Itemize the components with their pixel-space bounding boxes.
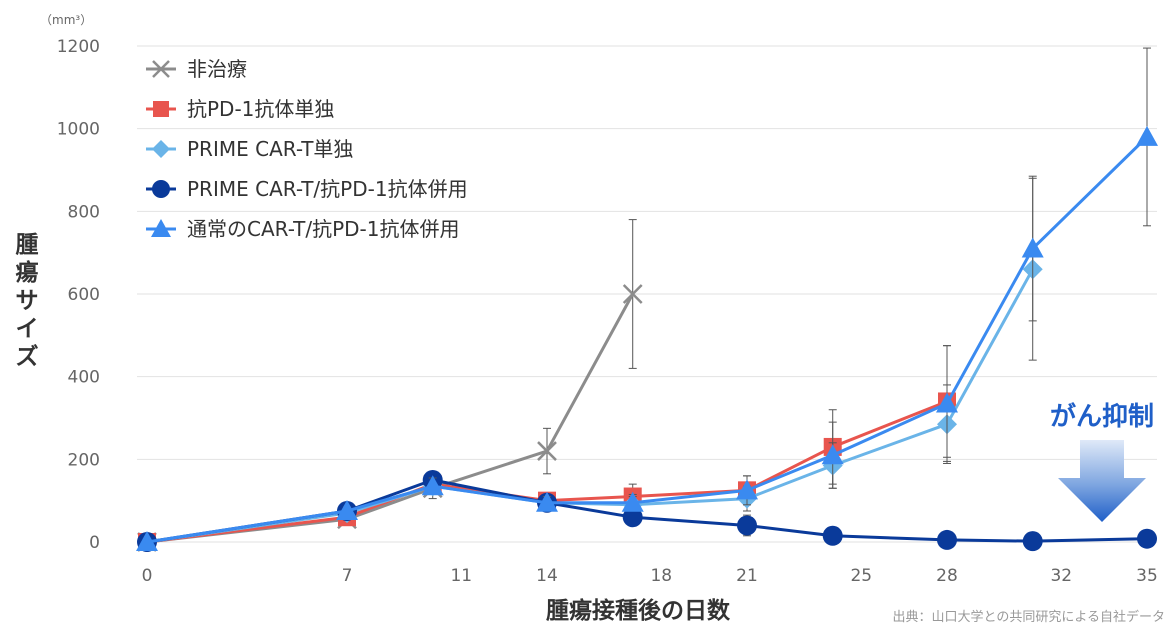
data-point-stroke bbox=[622, 284, 643, 304]
x-tick-label: 18 bbox=[650, 566, 672, 586]
y-axis-label-char: 瘍 bbox=[16, 259, 39, 286]
data-point bbox=[1136, 125, 1158, 146]
y-axis-label-char: 腫 bbox=[16, 232, 39, 258]
series-line bbox=[146, 478, 1148, 544]
y-tick-label: 200 bbox=[68, 450, 100, 470]
legend-label: PRIME CAR-T/抗PD-1抗体併用 bbox=[187, 177, 468, 201]
data-point bbox=[622, 284, 643, 304]
down-arrow-icon bbox=[1058, 440, 1146, 522]
data-point bbox=[152, 140, 170, 158]
y-tick-label: 0 bbox=[89, 533, 100, 553]
series-5 bbox=[136, 47, 1158, 551]
legend-label: PRIME CAR-T単独 bbox=[187, 137, 353, 161]
legend-label: 抗PD-1抗体単独 bbox=[187, 97, 334, 121]
legend-label: 通常のCAR-T/抗PD-1抗体併用 bbox=[187, 217, 459, 241]
x-tick-label: 32 bbox=[1050, 566, 1072, 586]
series-line bbox=[146, 400, 948, 544]
series-line bbox=[146, 268, 1035, 544]
source-note: 出典：山口大学との共同研究による自社データ bbox=[893, 609, 1165, 625]
data-point bbox=[936, 392, 958, 413]
x-tick-label: 35 bbox=[1136, 566, 1158, 586]
data-point bbox=[737, 515, 757, 536]
series-4 bbox=[137, 470, 1157, 552]
grid-lines: 0 200 400 600 800 1000 1200 0 7 11 14 18 21 25 28 32 35 bbox=[57, 37, 1158, 586]
data-point bbox=[537, 441, 557, 461]
data-point bbox=[736, 479, 758, 500]
y-tick-label: 1200 bbox=[57, 37, 100, 57]
data-point bbox=[152, 60, 170, 78]
x-tick-label: 28 bbox=[936, 566, 958, 586]
data-point bbox=[1021, 237, 1044, 258]
y-tick-label: 400 bbox=[68, 368, 100, 388]
suppression-annotation: がん抑制 bbox=[1050, 401, 1154, 522]
legend-label: 非治療 bbox=[187, 57, 247, 81]
data-point bbox=[822, 525, 843, 546]
y-axis-label-char: ズ bbox=[16, 343, 39, 370]
series-layer bbox=[136, 47, 1158, 552]
x-tick-label: 11 bbox=[450, 566, 472, 586]
x-tick-label: 7 bbox=[342, 566, 353, 586]
data-point bbox=[152, 180, 170, 198]
x-tick-label: 0 bbox=[142, 566, 153, 586]
y-axis-unit: （mm³） bbox=[40, 13, 92, 27]
legend-item: PRIME CAR-T/抗PD-1抗体併用 bbox=[146, 177, 468, 201]
data-point bbox=[1022, 531, 1043, 552]
data-point bbox=[622, 507, 643, 528]
x-tick-label: 21 bbox=[736, 566, 758, 586]
data-point bbox=[1137, 528, 1157, 549]
y-axis-label-char: サ bbox=[16, 288, 39, 314]
data-point-stroke bbox=[152, 60, 170, 78]
data-point bbox=[821, 444, 844, 465]
series-line bbox=[146, 135, 1149, 544]
data-point-stroke bbox=[537, 441, 557, 461]
y-tick-label: 1000 bbox=[57, 120, 100, 140]
legend-item: 非治療 bbox=[146, 57, 247, 81]
data-point bbox=[153, 101, 169, 117]
y-tick-label: 800 bbox=[68, 202, 100, 222]
y-tick-label: 600 bbox=[68, 285, 100, 305]
legend-item: 抗PD-1抗体単独 bbox=[146, 97, 334, 121]
x-tick-label: 25 bbox=[850, 566, 872, 586]
suppression-label: がん抑制 bbox=[1050, 401, 1154, 432]
data-point bbox=[536, 491, 558, 512]
y-axis-label-char: イ bbox=[16, 316, 39, 342]
data-point bbox=[421, 475, 444, 496]
data-point bbox=[336, 500, 358, 520]
data-point bbox=[151, 219, 171, 237]
legend-item: 通常のCAR-T/抗PD-1抗体併用 bbox=[146, 217, 459, 241]
data-point bbox=[136, 531, 158, 551]
x-axis-label: 腫瘍接種後の日数 bbox=[546, 597, 731, 624]
data-point bbox=[621, 491, 644, 512]
legend-item: PRIME CAR-T単独 bbox=[146, 137, 353, 161]
x-tick-label: 14 bbox=[536, 566, 558, 586]
data-point bbox=[937, 529, 957, 550]
